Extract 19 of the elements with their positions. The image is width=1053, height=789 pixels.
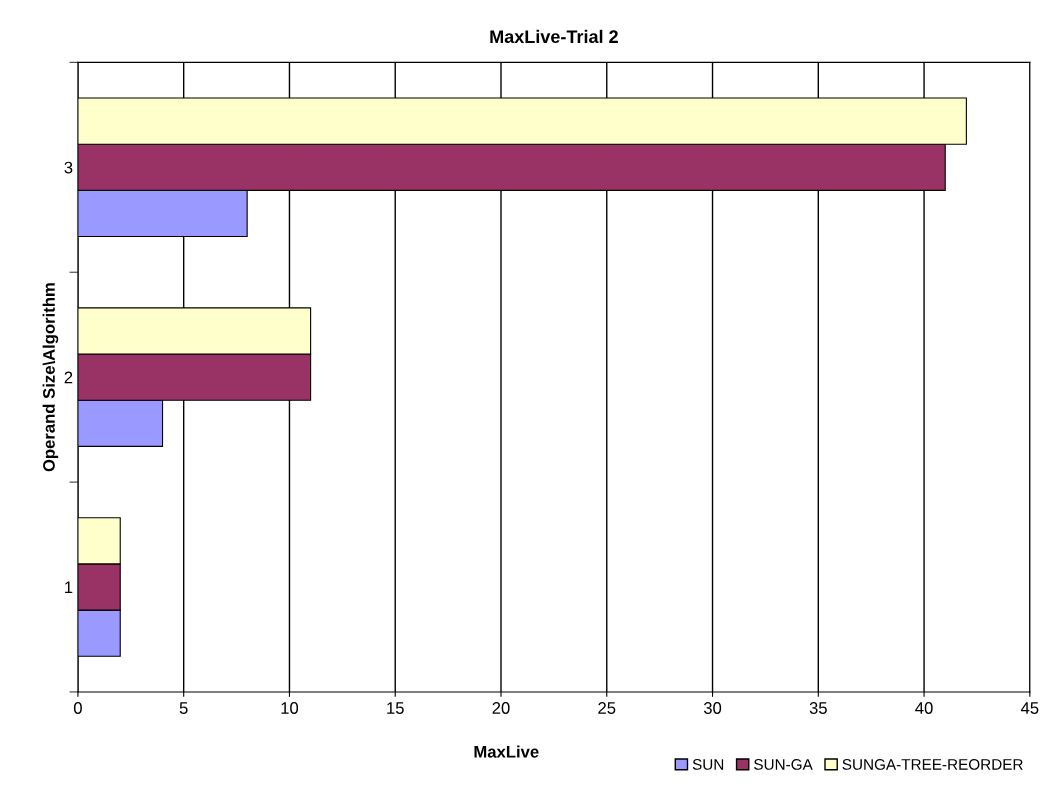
x-tick-label: 45 — [1020, 702, 1039, 714]
x-tick-label: 0 — [73, 702, 82, 714]
x-axis-title: MaxLive — [474, 745, 539, 758]
x-tick-label: 10 — [281, 702, 299, 714]
legend-label: SUN-GA — [754, 759, 813, 770]
x-tick-label: 30 — [703, 702, 722, 714]
legend-label: SUNGA-TREE-REORDER — [842, 759, 1023, 770]
y-tick-label: 1 — [65, 581, 73, 594]
legend-label: SUN — [692, 759, 724, 770]
y-axis-title: Operand Size\Algorithm — [42, 283, 59, 472]
chart-title: MaxLive-Trial 2 — [490, 29, 618, 44]
x-tick-label: 25 — [598, 702, 616, 714]
y-tick-label: 3 — [64, 161, 73, 174]
x-tick-label: 40 — [915, 702, 933, 714]
x-tick-label: 5 — [179, 702, 188, 714]
x-tick-label: 35 — [809, 702, 827, 714]
x-tick-label: 20 — [492, 702, 510, 714]
y-tick-label: 2 — [64, 371, 73, 384]
x-tick-label: 15 — [387, 702, 404, 714]
